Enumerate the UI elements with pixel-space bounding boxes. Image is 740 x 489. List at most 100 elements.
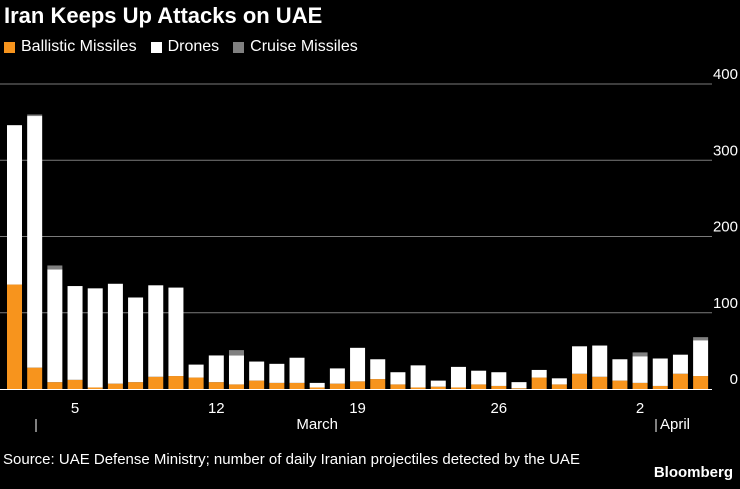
bar-drones-26 [531,369,547,378]
bar-ballistic-missiles-29 [592,376,608,389]
bar-ballistic-missiles-13 [269,382,285,389]
bar-drones-19 [390,372,406,385]
bar-drones-1 [27,116,43,368]
bar-drones-8 [168,287,184,377]
bar-ballistic-missiles-0 [7,284,22,389]
bar-drones-3 [67,286,83,380]
legend-label-drones: Drones [167,38,220,55]
bar-ballistic-missiles-27 [551,384,567,389]
bar-cruise-missiles-11 [228,350,244,356]
bar-ballistic-missiles-15 [309,387,325,389]
legend-swatch-ballistic [4,41,15,53]
bar-ballistic-missiles-28 [572,373,588,389]
chart-title: Iran Keeps Up Attacks on UAE [4,3,323,28]
bar-drones-0 [7,125,22,285]
bar-drones-33 [672,354,688,374]
bar-ballistic-missiles-1 [27,367,43,389]
x-tick-label-19: 19 [349,400,366,417]
bar-drones-22 [450,366,466,388]
legend-label-cruise: Cruise Missiles [250,38,358,55]
bar-ballistic-missiles-30 [612,380,628,389]
x-tick-label-2: 2 [636,400,644,417]
bar-ballistic-missiles-2 [47,382,63,389]
y-tick-label-0: 0 [730,371,738,388]
bar-ballistic-missiles-34 [693,376,709,389]
legend-swatch-drones [150,41,162,53]
bar-drones-12 [249,361,265,381]
bar-cruise-missiles-31 [632,352,648,357]
bar-drones-14 [289,357,305,383]
bar-ballistic-missiles-25 [511,388,527,389]
bar-drones-13 [269,363,285,383]
bar-drones-15 [309,382,325,388]
bar-drones-23 [471,370,487,385]
bar-ballistic-missiles-7 [148,376,164,389]
bar-ballistic-missiles-32 [652,385,668,389]
x-tick-label-26: 26 [490,400,507,417]
bar-chart: 0 100 200 300 400 5 12 19 26 2 March April [0,66,738,433]
bar-ballistic-missiles-6 [128,382,144,389]
bar-drones-17 [350,347,366,382]
bar-drones-7 [148,285,164,377]
bar-drones-20 [410,365,426,388]
bar-drones-31 [632,356,648,383]
bar-ballistic-missiles-8 [168,376,184,389]
y-tick-label-400: 400 [713,66,738,83]
bar-drones-11 [228,355,244,385]
y-tick-label-100: 100 [713,295,738,312]
bar-drones-2 [47,269,63,383]
bar-ballistic-missiles-21 [430,386,446,389]
bloomberg-logo: Bloomberg [653,464,733,481]
bar-ballistic-missiles-31 [632,382,648,389]
bar-ballistic-missiles-20 [410,387,426,389]
bar-ballistic-missiles-3 [67,379,83,389]
bar-drones-28 [572,346,588,374]
bar-ballistic-missiles-5 [107,383,123,389]
source-note: Source: UAE Defense Ministry; number of … [3,451,580,468]
bar-ballistic-missiles-4 [87,387,103,389]
y-tick-label-200: 200 [713,219,738,236]
bar-drones-30 [612,359,628,381]
bar-ballistic-missiles-16 [329,383,345,389]
bar-drones-16 [329,368,345,384]
bar-cruise-missiles-34 [693,337,709,341]
legend-swatch-cruise [233,41,245,53]
bar-drones-10 [208,355,224,383]
bar-ballistic-missiles-33 [672,373,688,389]
bar-ballistic-missiles-24 [491,385,507,389]
legend: Ballistic Missiles Drones Cruise Missile… [4,37,358,57]
bar-ballistic-missiles-11 [228,384,244,389]
bar-ballistic-missiles-26 [531,377,547,389]
bar-drones-25 [511,382,527,389]
bar-drones-29 [592,345,608,377]
bar-drones-32 [652,358,668,386]
bar-ballistic-missiles-19 [390,384,406,389]
bar-drones-4 [87,288,103,388]
legend-item-cruise: Cruise Missiles [233,37,358,57]
bar-drones-34 [693,340,709,377]
legend-item-ballistic: Ballistic Missiles [4,37,137,57]
month-label-march: March [296,416,338,433]
bar-cruise-missiles-1 [27,114,43,117]
bar-ballistic-missiles-10 [208,382,224,389]
x-tick-label-12: 12 [208,400,225,417]
legend-item-drones: Drones [150,37,220,57]
bar-drones-18 [370,359,386,380]
bar-drones-9 [188,364,204,378]
legend-label-ballistic: Ballistic Missiles [21,38,137,55]
bar-drones-21 [430,380,446,387]
bar-ballistic-missiles-12 [249,380,265,389]
bar-ballistic-missiles-14 [289,382,305,389]
bar-cruise-missiles-2 [47,265,63,270]
bar-drones-5 [107,283,123,384]
y-tick-label-300: 300 [713,142,738,159]
bar-ballistic-missiles-22 [450,387,466,389]
month-label-april: April [660,416,690,433]
bar-ballistic-missiles-23 [471,384,487,389]
bar-ballistic-missiles-17 [350,381,366,389]
bar-drones-24 [491,372,507,386]
bar-ballistic-missiles-18 [370,379,386,389]
bar-drones-27 [551,378,567,385]
bar-drones-6 [128,297,144,383]
x-tick-label-5: 5 [71,400,79,417]
